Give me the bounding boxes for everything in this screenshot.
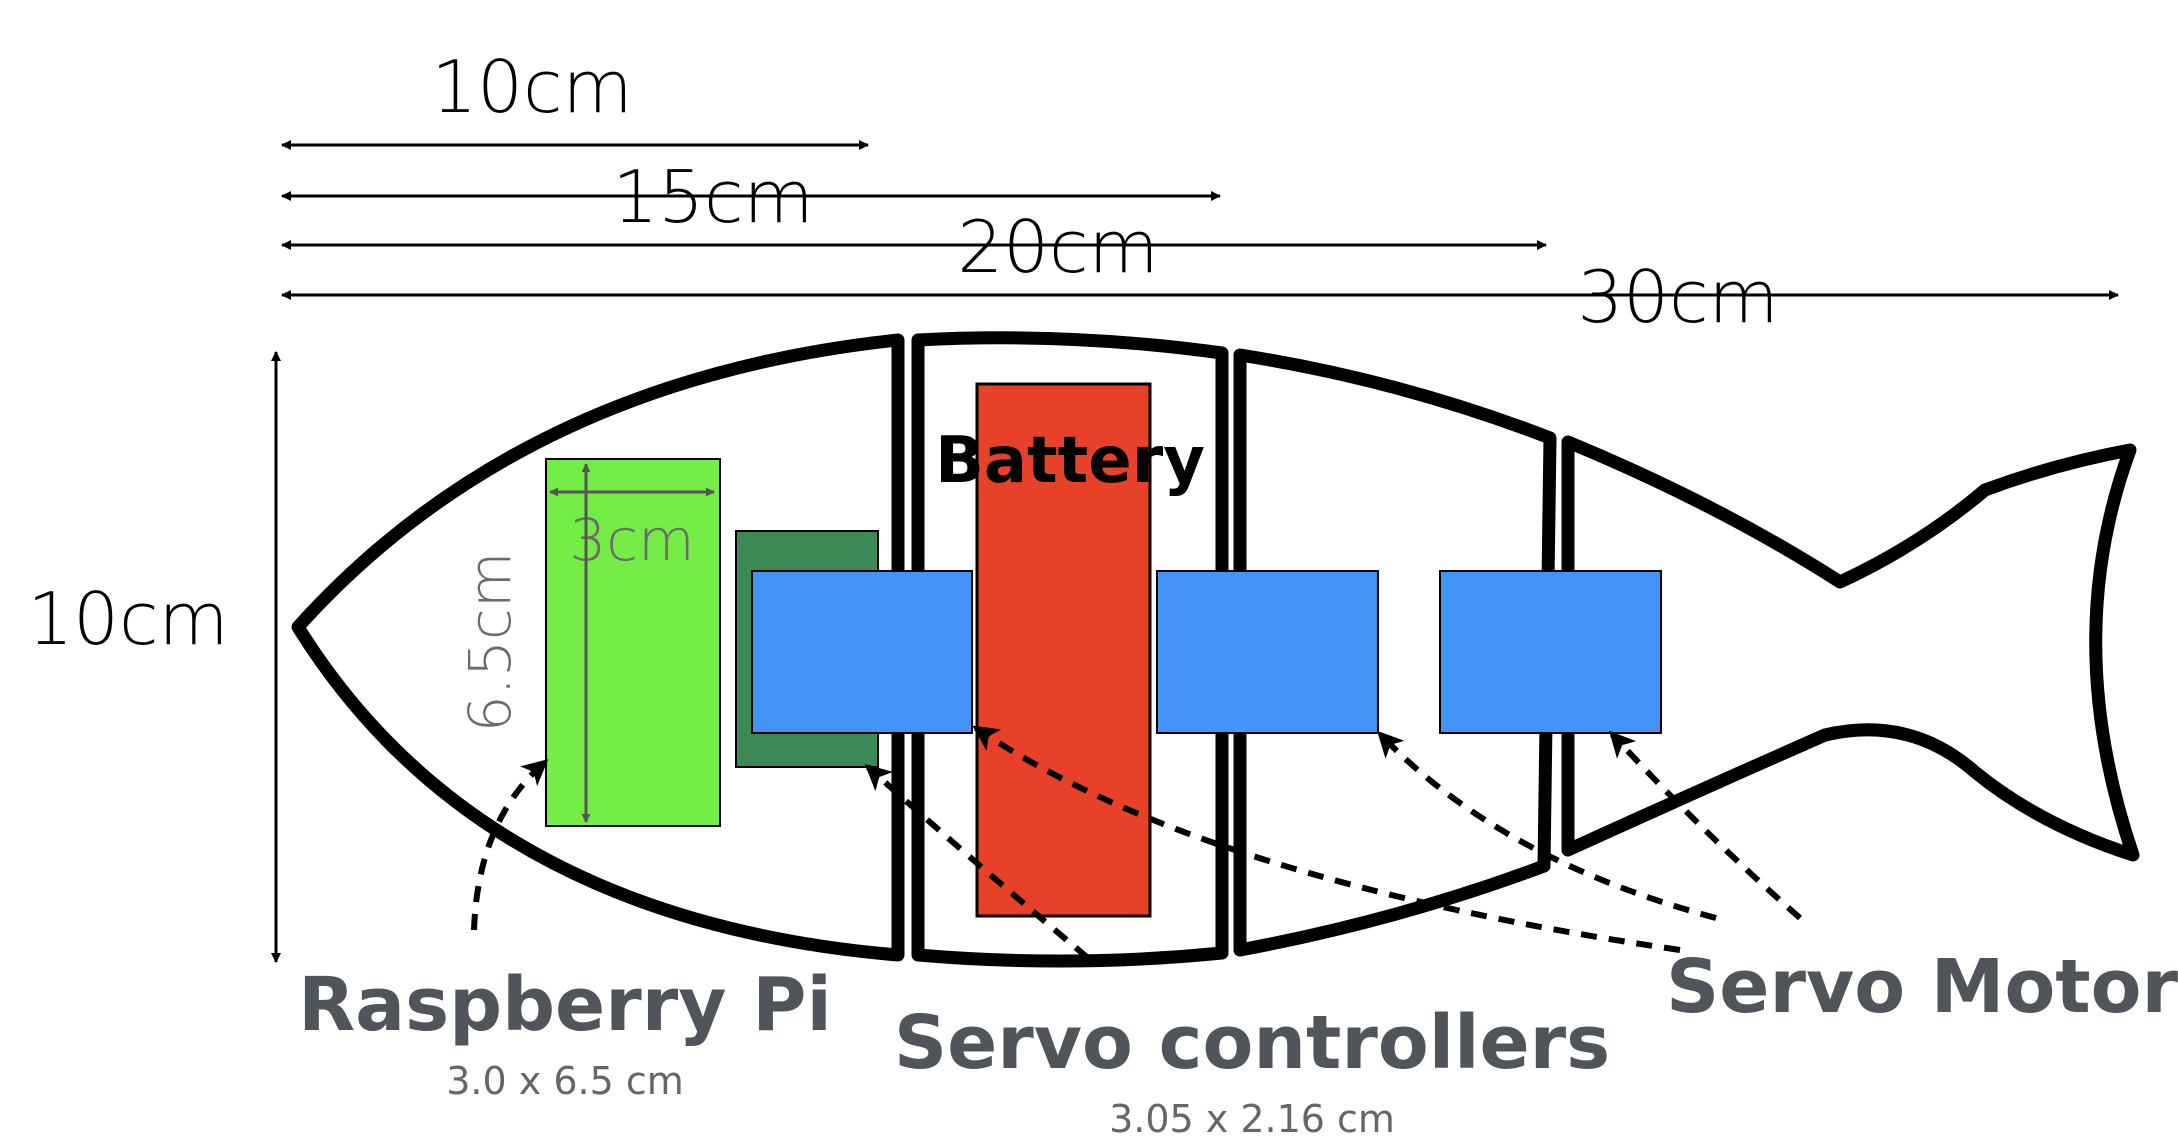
servo-motor-label: Servo Motor xyxy=(1666,944,2178,1030)
servo-controllers-size: 3.05 x 2.16 cm xyxy=(1109,1097,1395,1141)
dimension-10cm: 10cm xyxy=(281,45,869,150)
dimension-label: 15cm xyxy=(612,155,813,239)
battery-block xyxy=(975,382,1152,918)
dimension-label: 30cm xyxy=(1577,255,1778,339)
motor1-pointer-arrow xyxy=(972,725,1681,953)
pi-height-dimension: 6.5cm xyxy=(456,463,591,823)
pi-width-label: 3cm xyxy=(569,506,694,574)
controller-pointer-arrow xyxy=(864,764,1090,961)
servo-motor-3 xyxy=(1439,570,1662,734)
servo-motor-1 xyxy=(751,570,973,734)
motor2-pointer-arrow xyxy=(1377,730,1717,921)
dimension-label: 10cm xyxy=(27,577,228,661)
dimension-label: 20cm xyxy=(957,205,1158,289)
raspberry-pi-board xyxy=(545,458,721,827)
dimension-label: 10cm xyxy=(431,45,632,129)
servo-controllers-label: Servo controllers xyxy=(894,1000,1610,1086)
battery-label: Battery xyxy=(935,424,1205,498)
dimension-15cm: 15cm xyxy=(281,155,1221,239)
dimension-30cm: 30cm xyxy=(281,255,2119,339)
servo-motor-2 xyxy=(1156,570,1379,734)
fish-segment-2 xyxy=(911,331,1229,968)
raspberry-pi-label: Raspberry Pi xyxy=(298,962,832,1048)
pointer-arrows xyxy=(471,725,1802,961)
fish-tail-segment xyxy=(1561,435,2140,862)
dimension-height: 10cm xyxy=(27,351,281,963)
pi-height-label: 6.5cm xyxy=(456,552,524,733)
dimension-20cm: 20cm xyxy=(281,205,1547,289)
motor3-pointer-arrow xyxy=(1609,730,1802,921)
raspberry-pi-size: 3.0 x 6.5 cm xyxy=(446,1059,684,1103)
fish-segment-3 xyxy=(1233,348,1557,957)
fish-body xyxy=(291,331,2140,968)
fish-head-segment xyxy=(291,333,905,962)
pi-pointer-arrow xyxy=(471,759,549,931)
